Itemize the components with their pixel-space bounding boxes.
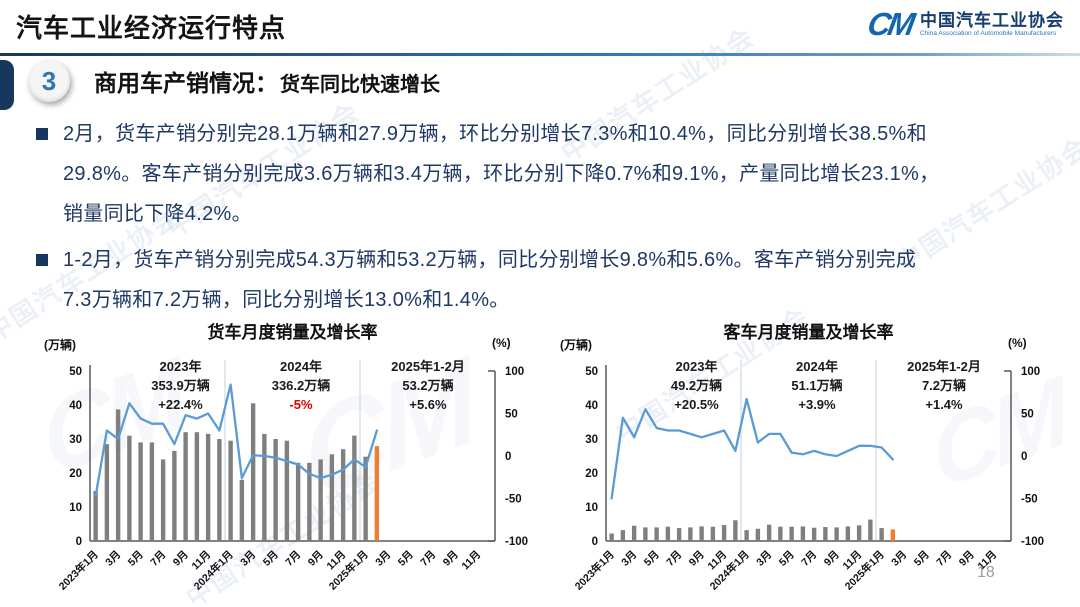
svg-text:0: 0 (76, 536, 82, 548)
svg-text:9月: 9月 (306, 549, 326, 569)
page-title: 汽车工业经济运行特点 (16, 13, 287, 43)
svg-text:50: 50 (505, 409, 518, 421)
svg-text:40: 40 (585, 400, 598, 412)
svg-text:5月: 5月 (912, 549, 932, 569)
bullet-text-line: 销量同比下降4.2%。 (63, 203, 252, 225)
svg-text:-50: -50 (1021, 494, 1038, 506)
header-divider (0, 53, 1080, 56)
svg-text:3月: 3月 (103, 549, 123, 569)
svg-text:3月: 3月 (238, 549, 258, 569)
svg-text:-100: -100 (1021, 536, 1044, 548)
bullet-text-line: 2月，货车产销分别完28.1万辆和27.9万辆，环比分别增长7.3%和10.4%… (63, 123, 927, 145)
bullet-square-icon (36, 128, 48, 140)
svg-text:100: 100 (505, 366, 524, 378)
section-side-tab (0, 60, 14, 110)
svg-text:9月: 9月 (171, 549, 191, 569)
bullet-square-icon (36, 254, 48, 266)
svg-text:3月: 3月 (619, 549, 639, 569)
svg-text:2023年1月: 2023年1月 (56, 548, 101, 593)
svg-text:5月: 5月 (777, 549, 797, 569)
svg-text:10: 10 (69, 502, 82, 514)
logo-name-cn: 中国汽车工业协会 (920, 10, 1064, 30)
chart-title: 货车月度销量及增长率 (207, 323, 378, 342)
chart-title: 客车月度销量及增长率 (723, 323, 894, 342)
svg-text:40: 40 (69, 400, 82, 412)
svg-text:7月: 7月 (799, 549, 819, 569)
caam-logo-icon: CM (865, 6, 916, 42)
section-header: 3 商用车产销情况： 货车同比快速增长 (28, 60, 440, 102)
svg-text:3月: 3月 (889, 549, 909, 569)
section-subtitle: 货车同比快速增长 (280, 74, 440, 96)
right-axis-unit: (%) (1008, 336, 1027, 350)
svg-text:7月: 7月 (148, 549, 168, 569)
svg-text:11月: 11月 (459, 549, 483, 573)
section-title: 商用车产销情况： (94, 70, 278, 96)
caam-logo: CM 中国汽车工业协会 China Association of Automob… (865, 6, 1064, 43)
svg-text:10: 10 (585, 502, 598, 514)
left-axis-unit: (万辆) (44, 338, 76, 352)
svg-text:30: 30 (585, 434, 598, 446)
bullet-list: 2月，货车产销分别完28.1万辆和27.9万辆，环比分别增长7.3%和10.4%… (36, 114, 1066, 326)
svg-text:0: 0 (1021, 451, 1027, 463)
svg-text:-100: -100 (505, 536, 528, 548)
svg-text:100: 100 (1021, 366, 1040, 378)
svg-text:0: 0 (505, 451, 511, 463)
svg-text:5月: 5月 (126, 549, 146, 569)
svg-text:2023年1月: 2023年1月 (572, 548, 617, 593)
bullet-text-line: 29.8%。客车产销分别完成3.6万辆和3.4万辆，环比分别下降0.7%和9.1… (63, 163, 940, 185)
svg-text:20: 20 (585, 468, 598, 480)
svg-text:9月: 9月 (822, 549, 842, 569)
bullet-text-line: 1-2月，货车产销分别完成54.3万辆和53.2万辆，同比分别增长9.8%和5.… (63, 249, 917, 271)
bullet-item: 1-2月，货车产销分别完成54.3万辆和53.2万辆，同比分别增长9.8%和5.… (36, 240, 1066, 320)
svg-text:5月: 5月 (261, 549, 281, 569)
svg-text:9月: 9月 (687, 549, 707, 569)
svg-text:7月: 7月 (934, 549, 954, 569)
svg-text:3月: 3月 (373, 549, 393, 569)
svg-text:50: 50 (585, 366, 598, 378)
svg-text:50: 50 (69, 366, 82, 378)
truck-sales-chart: 货车月度销量及增长率 (万辆) (%) 0 10 20 30 40 50 100 50 0 -50… (40, 316, 540, 607)
svg-text:0: 0 (592, 536, 598, 548)
bullet-text-line: 7.3万辆和7.2万辆，同比分别增长13.0%和1.4%。 (63, 289, 510, 311)
bullet-item: 2月，货车产销分别完28.1万辆和27.9万辆，环比分别增长7.3%和10.4%… (36, 114, 1066, 234)
logo-name-en: China Association of Automobile Manufact… (920, 30, 1057, 38)
svg-text:3月: 3月 (754, 549, 774, 569)
svg-text:7月: 7月 (664, 549, 684, 569)
svg-text:5月: 5月 (396, 549, 416, 569)
svg-text:20: 20 (69, 468, 82, 480)
right-axis-unit: (%) (492, 336, 511, 350)
page-number: 18 (977, 564, 995, 581)
left-axis-unit: (万辆) (560, 338, 592, 352)
svg-text:7月: 7月 (418, 549, 438, 569)
svg-text:5月: 5月 (642, 549, 662, 569)
svg-text:7月: 7月 (283, 549, 303, 569)
svg-text:-50: -50 (505, 494, 522, 506)
svg-text:9月: 9月 (957, 549, 977, 569)
section-number-badge: 3 (28, 60, 70, 102)
svg-text:30: 30 (69, 434, 82, 446)
svg-text:9月: 9月 (441, 549, 461, 569)
svg-text:50: 50 (1021, 409, 1034, 421)
